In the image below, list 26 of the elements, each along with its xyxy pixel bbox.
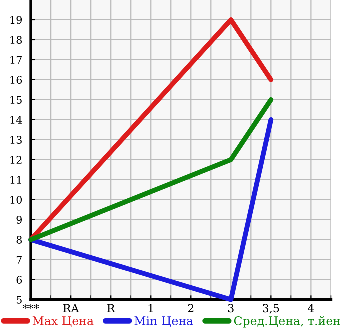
y-tick-label: 11	[10, 176, 22, 184]
legend-label: Сред.Цена, т.йен	[234, 316, 340, 328]
y-tick-label: 14	[10, 116, 22, 124]
x-tick-label: 1	[148, 304, 154, 312]
legend-label: Min Цена	[134, 316, 194, 328]
x-tick-label: 3,5	[263, 304, 280, 314]
y-tick-label: 19	[10, 16, 22, 24]
x-tick-label: ***	[22, 304, 40, 310]
y-tick-label: 15	[10, 96, 22, 104]
y-tick-label: 12	[10, 156, 22, 164]
x-tick-label: 3	[228, 304, 234, 313]
y-tick-label: 16	[10, 76, 22, 84]
y-tick-label: 17	[10, 56, 22, 64]
y-tick-label: 5	[16, 296, 22, 304]
y-tick-label: 18	[10, 36, 22, 44]
x-tick-label: 4	[308, 304, 314, 312]
y-tick-label: 10	[10, 196, 22, 204]
x-tick-label: RA	[63, 304, 80, 312]
y-tick-label: 13	[10, 136, 22, 144]
x-tick-label: R	[108, 304, 116, 312]
y-tick-label: 9	[16, 216, 22, 224]
y-tick-label: 7	[16, 256, 22, 264]
x-tick-label: 2	[188, 304, 194, 312]
y-tick-label: 6	[16, 276, 22, 284]
y-tick-label: 8	[16, 236, 22, 244]
legend-label: Max Цена	[32, 316, 94, 328]
